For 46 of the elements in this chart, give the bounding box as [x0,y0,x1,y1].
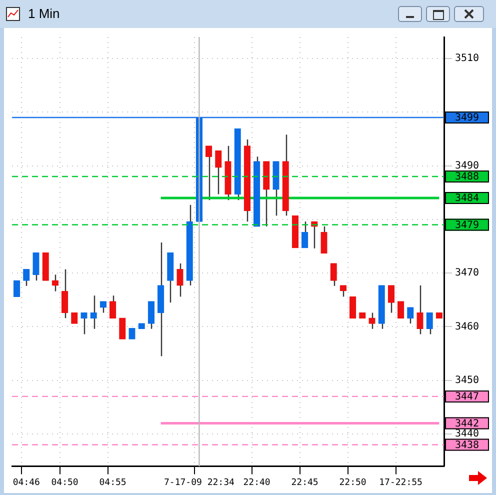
candlestick [320,226,328,254]
candlestick [90,294,97,330]
y-tick-label: 3470 [455,268,480,279]
candlestick [205,145,212,201]
y-tick-label: 3490 [455,160,480,172]
x-tick-label: 04:46 [12,478,40,488]
candlestick [215,150,222,195]
x-tick-label: 22:45 [291,478,318,488]
ref-line-label: 3479 [454,220,480,231]
candlestick [416,284,424,335]
data-label: 3442 [454,418,480,430]
y-tick-label: 3440 [455,428,480,440]
candlestick [176,262,184,298]
chart-title: 1 Min [28,6,60,21]
y-tick-label: 3460 [455,321,480,332]
candlestick [349,296,356,318]
candlestick [71,312,78,324]
candlestick [32,252,40,282]
y-tick-label: 3450 [455,374,480,386]
candlestick [388,284,395,314]
candlestick [368,312,376,330]
candlestick [397,301,404,318]
x-tick-label: 22:40 [243,478,270,488]
candlestick [426,312,433,335]
x-tick-label: 04:50 [51,478,78,488]
candlestick [23,268,30,287]
y-tick-label: 3510 [455,53,480,64]
x-tick-label: 22:50 [339,478,366,488]
ref-line-label: 3447 [454,392,480,403]
candlestick [13,280,20,297]
ref-line-label: 3438 [454,440,480,451]
candlestick [61,268,68,319]
candlestick [109,294,116,319]
data-label: 3484 [454,193,480,204]
candlestick [407,306,414,324]
candlestick [119,318,126,340]
candlestick [148,300,155,330]
x-tick-label: 04:55 [99,478,126,488]
x-tick-label: 17-22:55 [379,478,422,488]
ref-line-label: 3499 [454,112,480,124]
candlestick [80,312,88,335]
ref-line-label: 3488 [454,172,480,183]
candlestick [330,262,337,287]
x-tick-label: 7-17-09 22:34 [164,478,234,488]
candlestick [52,274,59,292]
candlestick [301,220,308,248]
